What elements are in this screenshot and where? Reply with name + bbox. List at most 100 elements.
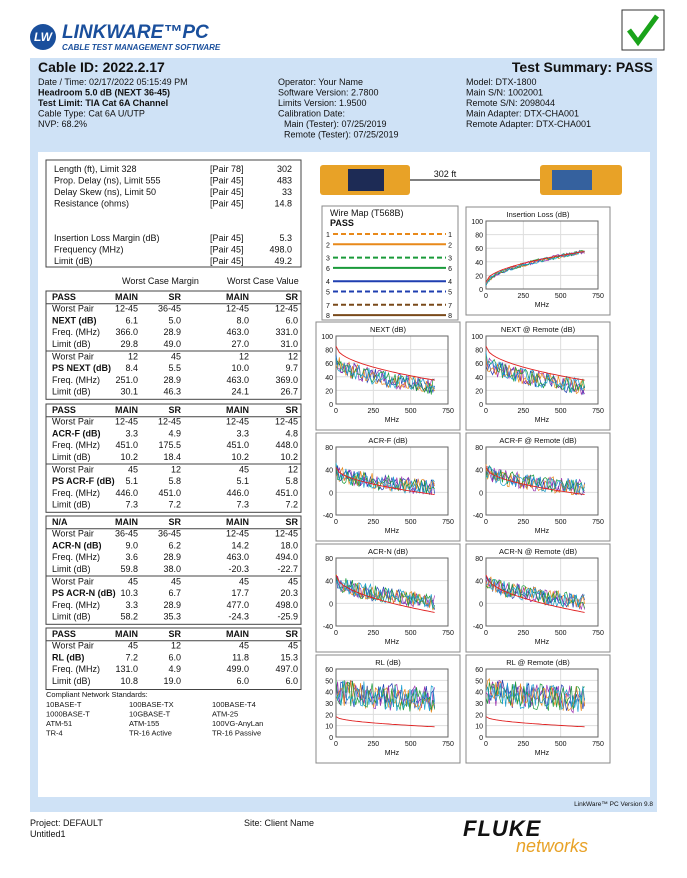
pin-label: 1	[326, 232, 330, 239]
table-cell: 12	[239, 352, 249, 362]
length-label: 302 ft	[434, 169, 457, 179]
x-axis-label: MHz	[535, 750, 550, 757]
table-cell: 45	[239, 577, 249, 587]
table-cell: 18.4	[163, 452, 181, 462]
graph-title: ACR-N @ Remote (dB)	[499, 547, 578, 556]
summary-line: Calibration Date:	[278, 109, 345, 119]
y-tick-label: 40	[475, 468, 483, 475]
table-cell: Worst Pair	[52, 417, 94, 427]
graph-title: RL (dB)	[375, 658, 401, 667]
y-tick-label: 0	[479, 601, 483, 608]
table-cell: PS ACR-N (dB)	[52, 588, 116, 598]
x-tick-label: 750	[442, 741, 454, 748]
table-cell: Worst Pair	[52, 641, 94, 651]
x-tick-label: 750	[592, 293, 604, 300]
trace	[485, 464, 585, 496]
table-cell: 4.9	[168, 428, 181, 438]
table-cell: 28.9	[163, 375, 181, 385]
y-tick-label: 20	[475, 388, 483, 395]
file-name: Untitled1	[30, 829, 66, 839]
x-tick-label: 250	[517, 630, 529, 637]
table-cell: 446.0	[226, 488, 249, 498]
table-header: SR	[285, 629, 298, 639]
table-cell: 45	[288, 577, 298, 587]
trace	[485, 576, 585, 608]
summary-line: Headroom 5.0 dB (NEXT 36-45)	[38, 88, 170, 98]
graph-title: ACR-F @ Remote (dB)	[499, 436, 577, 445]
column-group: Worst Case Value	[227, 276, 299, 286]
table-cell: 6.7	[168, 588, 181, 598]
x-tick-label: 250	[367, 519, 379, 526]
x-tick-label: 500	[555, 408, 567, 415]
table-cell: PS ACR-F (dB)	[52, 476, 115, 486]
table-cell: -24.3	[228, 612, 249, 622]
table-cell: 12-45	[226, 304, 249, 314]
trace	[485, 677, 585, 712]
table-header: SR	[168, 629, 181, 639]
table-cell: 12-45	[275, 304, 298, 314]
table-cell: Freq. (MHz)	[52, 664, 100, 674]
table-cell: 28.9	[163, 600, 181, 610]
graph-box	[465, 654, 611, 764]
table-header: SR	[168, 292, 181, 302]
x-tick-label: 250	[517, 408, 529, 415]
y-tick-label: 60	[475, 667, 483, 674]
x-axis-label: MHz	[385, 750, 400, 757]
y-tick-label: 40	[325, 375, 333, 382]
pin-label: 7	[326, 303, 330, 310]
x-axis-label: MHz	[535, 528, 550, 535]
y-tick-label: 0	[479, 735, 483, 742]
result-label: Frequency (MHz)	[54, 245, 124, 255]
y-tick-label: 40	[325, 468, 333, 475]
table-cell: 45	[171, 577, 181, 587]
table-cell: PS NEXT (dB)	[52, 363, 111, 373]
y-tick-label: 40	[475, 375, 483, 382]
trace	[335, 359, 435, 395]
trace	[485, 250, 585, 286]
y-tick-label: 0	[479, 287, 483, 294]
summary-line: Model: DTX-1800	[466, 77, 537, 87]
table-cell: Limit (dB)	[52, 452, 91, 462]
check-mark	[627, 14, 660, 47]
table-cell: 497.0	[275, 664, 298, 674]
standard: 1000BASE-T	[46, 710, 90, 719]
table-cell: 12-45	[115, 417, 138, 427]
y-tick-label: 100	[471, 334, 483, 341]
table-cell: 12-45	[226, 417, 249, 427]
table-header: MAIN	[115, 292, 138, 302]
table-cell: 3.3	[236, 428, 249, 438]
table-cell: 10.2	[280, 452, 298, 462]
trace	[485, 682, 585, 712]
x-tick-label: 500	[405, 519, 417, 526]
table-cell: 12	[288, 352, 298, 362]
x-tick-label: 250	[367, 741, 379, 748]
table-cell: 446.0	[115, 488, 138, 498]
table-header: SR	[285, 405, 298, 415]
trace	[335, 680, 435, 712]
plot-frame	[335, 446, 449, 516]
table-cell: 477.0	[226, 600, 249, 610]
table-cell: Freq. (MHz)	[52, 375, 100, 385]
pin-label: 5	[326, 290, 330, 297]
x-tick-label: 750	[592, 741, 604, 748]
result-value: 302	[277, 164, 292, 174]
trace	[335, 679, 435, 713]
y-tick-label: 0	[479, 490, 483, 497]
table-cell: 38.0	[163, 564, 181, 574]
limit-line	[335, 345, 435, 381]
result-label: Length (ft), Limit 328	[54, 164, 137, 174]
x-tick-label: 0	[334, 741, 338, 748]
trace	[335, 465, 435, 495]
table-cell: Worst Pair	[52, 577, 94, 587]
table-header: SR	[168, 517, 181, 527]
brand-subtitle: CABLE TEST MANAGEMENT SOFTWARE	[62, 43, 221, 52]
table-cell: 7.2	[285, 500, 298, 510]
trace	[335, 463, 435, 494]
y-tick-label: 100	[471, 219, 483, 226]
x-tick-label: 500	[555, 630, 567, 637]
plot-frame	[485, 557, 599, 627]
y-tick-label: 0	[329, 601, 333, 608]
table-cell: 369.0	[275, 375, 298, 385]
table-box	[45, 627, 302, 690]
wire-map-box	[321, 205, 459, 321]
